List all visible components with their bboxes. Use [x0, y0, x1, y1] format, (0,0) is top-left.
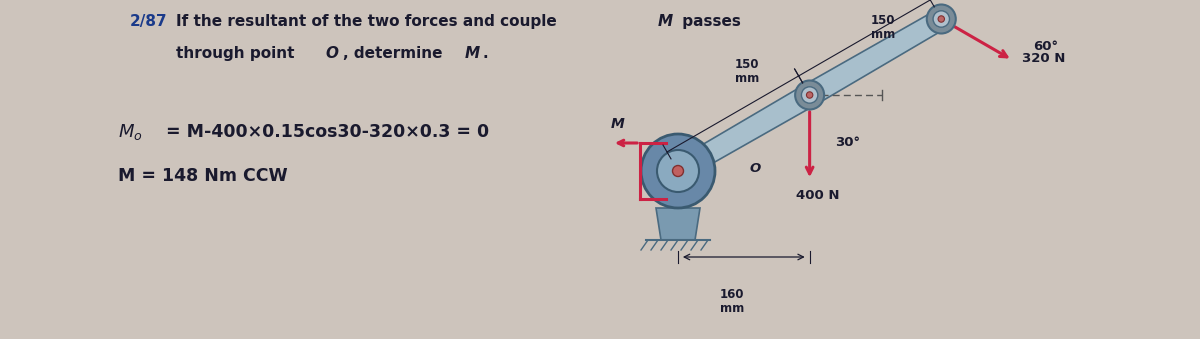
Text: 30°: 30° — [835, 136, 860, 148]
Text: 160
mm: 160 mm — [720, 287, 744, 315]
Text: 150
mm: 150 mm — [734, 58, 760, 84]
Circle shape — [806, 92, 812, 98]
Circle shape — [672, 165, 684, 177]
Text: 2/87: 2/87 — [130, 14, 168, 29]
Text: 150
mm: 150 mm — [871, 14, 895, 40]
Circle shape — [926, 4, 955, 34]
Text: $\mathit{M}_o$: $\mathit{M}_o$ — [118, 122, 143, 142]
Text: M: M — [466, 46, 480, 61]
Text: .: . — [482, 46, 487, 61]
Polygon shape — [804, 10, 947, 105]
Circle shape — [658, 150, 698, 192]
Text: O: O — [749, 162, 761, 176]
Circle shape — [641, 134, 715, 208]
Text: M = 148 Nm CCW: M = 148 Nm CCW — [118, 167, 288, 185]
Text: M: M — [658, 14, 673, 29]
Text: 320 N: 320 N — [1022, 52, 1066, 65]
Circle shape — [934, 11, 949, 27]
Polygon shape — [673, 85, 815, 180]
Circle shape — [938, 16, 944, 22]
Polygon shape — [656, 208, 700, 240]
Circle shape — [796, 80, 824, 109]
Text: 60°: 60° — [1033, 40, 1058, 54]
Text: , determine: , determine — [343, 46, 448, 61]
Text: = M-400×0.15cos30-320×0.3 = 0: = M-400×0.15cos30-320×0.3 = 0 — [166, 123, 490, 141]
Text: 400 N: 400 N — [796, 189, 839, 202]
Text: O: O — [325, 46, 338, 61]
Text: If the resultant of the two forces and couple: If the resultant of the two forces and c… — [176, 14, 562, 29]
Text: M: M — [611, 117, 625, 131]
Text: passes: passes — [677, 14, 740, 29]
Text: through point: through point — [176, 46, 300, 61]
Circle shape — [802, 87, 818, 103]
